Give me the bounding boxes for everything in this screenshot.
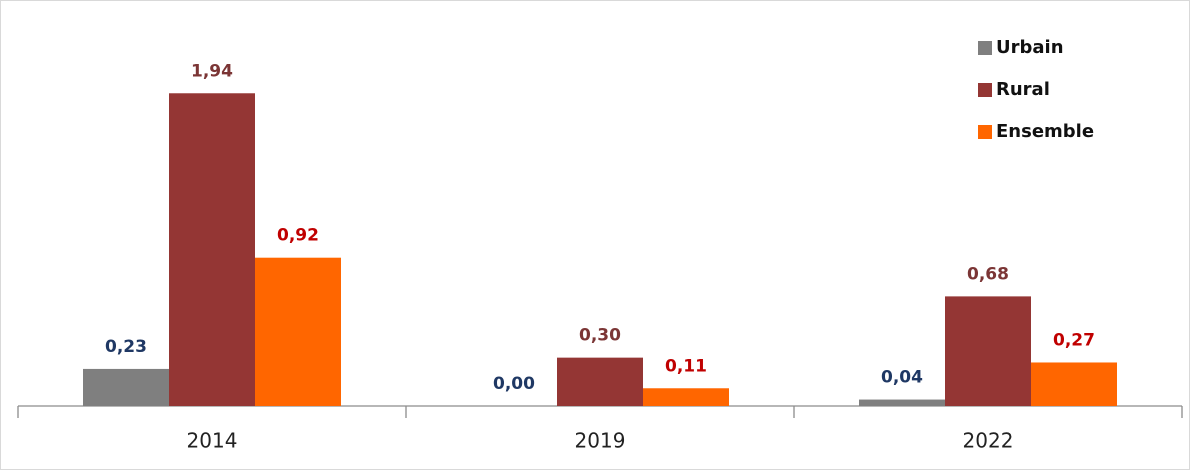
bar (945, 296, 1031, 406)
bar (169, 93, 255, 406)
bar (1031, 362, 1117, 406)
legend-label: Ensemble (996, 121, 1094, 142)
value-label: 0,30 (579, 326, 621, 346)
value-label: 0,11 (665, 356, 707, 376)
value-label: 1,94 (191, 61, 233, 81)
bar (859, 399, 945, 406)
legend-label: Urbain (996, 37, 1064, 58)
value-label: 0,00 (493, 374, 535, 394)
bar (643, 388, 729, 406)
legend-swatch (978, 83, 992, 97)
bar (557, 357, 643, 406)
value-label: 0,68 (967, 264, 1009, 284)
bar (255, 257, 341, 406)
legend-label: Rural (996, 79, 1050, 100)
x-tick-label: 2014 (187, 429, 238, 453)
value-label: 0,27 (1053, 330, 1095, 350)
x-tick-label: 2022 (963, 429, 1014, 453)
legend-swatch (978, 41, 992, 55)
value-label: 0,92 (277, 226, 319, 246)
value-label: 0,23 (105, 337, 147, 357)
x-tick-label: 2019 (575, 429, 626, 453)
legend-swatch (978, 125, 992, 139)
bar (83, 368, 169, 406)
value-label: 0,04 (881, 368, 923, 388)
